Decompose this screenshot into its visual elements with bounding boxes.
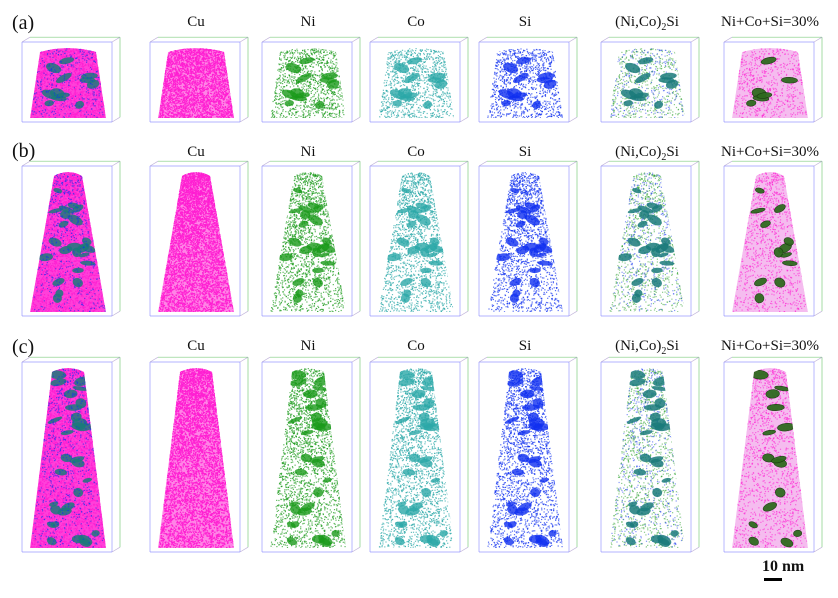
reconstruction-b-phase	[600, 160, 700, 317]
column-label-si: Si	[465, 144, 585, 161]
reconstruction-c-iso	[723, 356, 823, 553]
reconstruction-c-ni	[261, 356, 361, 553]
column-label-phase: (Ni,Co)2Si	[587, 338, 707, 357]
reconstruction-b-iso	[723, 160, 823, 317]
reconstruction-b-all	[21, 160, 121, 317]
reconstruction-b-cu	[149, 160, 249, 317]
column-label-ni: Ni	[248, 14, 368, 31]
column-label-si: Si	[465, 338, 585, 355]
column-label-ni: Ni	[248, 338, 368, 355]
column-label-phase: (Ni,Co)2Si	[587, 14, 707, 33]
reconstruction-a-phase	[600, 36, 700, 123]
reconstruction-c-phase	[600, 356, 700, 553]
column-label-cu: Cu	[136, 338, 256, 355]
column-label-si: Si	[465, 14, 585, 31]
column-label-co: Co	[356, 14, 476, 31]
reconstruction-a-all	[21, 36, 121, 123]
reconstruction-b-ni	[261, 160, 361, 317]
column-label-cu: Cu	[136, 144, 256, 161]
reconstruction-a-ni	[261, 36, 361, 123]
reconstruction-c-co	[369, 356, 469, 553]
reconstruction-b-co	[369, 160, 469, 317]
column-label-iso: Ni+Co+Si=30%	[710, 144, 830, 161]
column-label-ni: Ni	[248, 144, 368, 161]
column-label-iso: Ni+Co+Si=30%	[710, 14, 830, 31]
column-label-co: Co	[356, 144, 476, 161]
reconstruction-a-cu	[149, 36, 249, 123]
reconstruction-a-si	[478, 36, 578, 123]
reconstruction-c-cu	[149, 356, 249, 553]
reconstruction-c-si	[478, 356, 578, 553]
panel-label-b: (b)	[12, 140, 35, 163]
column-label-iso: Ni+Co+Si=30%	[710, 338, 830, 355]
panel-label-c: (c)	[12, 336, 34, 359]
reconstruction-a-co	[369, 36, 469, 123]
column-label-cu: Cu	[136, 14, 256, 31]
reconstruction-c-all	[21, 356, 121, 553]
reconstruction-b-si	[478, 160, 578, 317]
scale-bar-label: 10 nm	[762, 558, 804, 576]
column-label-phase: (Ni,Co)2Si	[587, 144, 707, 163]
column-label-co: Co	[356, 338, 476, 355]
reconstruction-a-iso	[723, 36, 823, 123]
scale-bar	[764, 578, 782, 581]
panel-label-a: (a)	[12, 12, 34, 35]
